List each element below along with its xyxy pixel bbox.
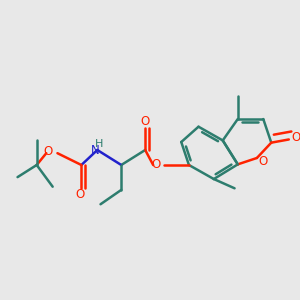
- Text: O: O: [258, 155, 267, 168]
- Text: O: O: [75, 188, 84, 200]
- Text: O: O: [44, 145, 53, 158]
- Text: O: O: [141, 116, 150, 128]
- Text: H: H: [95, 139, 103, 149]
- Text: N: N: [90, 143, 99, 157]
- Text: O: O: [291, 131, 300, 144]
- Text: O: O: [151, 158, 160, 172]
